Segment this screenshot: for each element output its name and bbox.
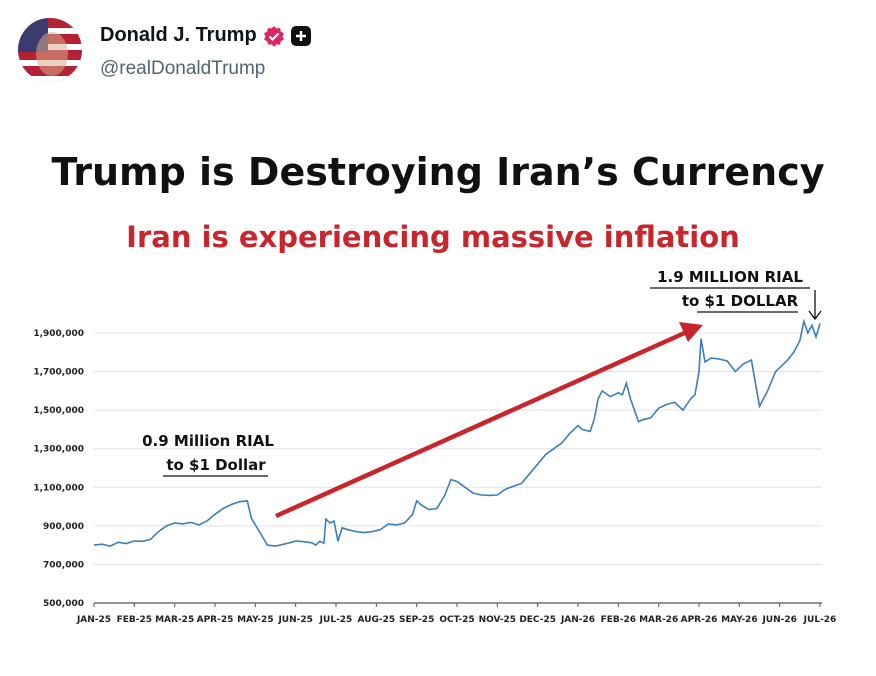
plus-icon[interactable] [290,25,311,46]
x-tick-label: SEP-25 [399,615,434,625]
avatar[interactable] [18,18,82,82]
y-tick-label: 900,000 [43,522,84,532]
x-tick-label: APR-26 [681,615,718,625]
y-tick-label: 500,000 [43,599,84,609]
chart-title: Trump is Destroying Iran’s Currency [51,150,825,194]
down-arrow-icon [808,290,822,321]
x-tick-label: FEB-25 [117,615,152,625]
trend-arrow [275,322,703,519]
annotation-right: 1.9 MILLION RIAL to $1 DOLLAR [650,268,822,321]
x-tick-label: JAN-26 [560,615,595,625]
annotation-left: 0.9 Million RIAL to $1 Dollar [142,432,274,477]
chart-subtitle: Iran is experiencing massive inflation [126,220,740,254]
x-axis: JAN-25 FEB-25 MAR-25 APR-25 MAY-25 JUN-25 JUL-… [76,603,836,625]
x-tick-label: JUN-25 [277,615,312,625]
x-tick-label: MAR-26 [639,615,678,625]
y-tick-label: 1,300,000 [33,445,84,455]
y-tick-label: 1,100,000 [33,483,84,493]
x-tick-label: OCT-25 [439,615,474,625]
x-tick-label: JUL-26 [803,615,837,625]
x-tick-label: JUN-26 [761,615,796,625]
y-tick-label: 1,500,000 [33,406,84,416]
x-tick-label: APR-25 [197,615,234,625]
y-tick-label: 1,900,000 [33,329,84,339]
x-tick-label: MAR-25 [155,615,194,625]
annotation-right-line2: to $1 DOLLAR [682,292,799,310]
x-tick-label: MAY-26 [721,615,758,625]
x-tick-label: AUG-25 [358,615,396,625]
series-line [93,318,821,547]
x-tick-label: JUL-25 [319,615,353,625]
x-tick-label: MAY-25 [237,615,274,625]
post-header: Donald J. Trump @realDonaldTrump [18,14,858,84]
handle[interactable]: @realDonaldTrump [100,58,266,79]
annotation-right-line1: 1.9 MILLION RIAL [657,268,803,286]
display-name[interactable]: Donald J. Trump [100,24,257,46]
x-tick-label: FEB-26 [601,615,636,625]
y-axis: 500,000 700,000 900,000 1,100,000 1,300,000 1… [33,329,84,609]
annotation-left-line1: 0.9 Million RIAL [142,432,274,450]
y-tick-label: 1,700,000 [33,368,84,378]
trend-arrow-head [679,322,703,342]
y-tick-label: 700,000 [43,560,84,570]
x-tick-label: NOV-25 [479,615,517,625]
verified-badge-icon [263,25,284,47]
trend-arrow-shaft [275,328,690,519]
annotation-left-line2: to $1 Dollar [166,456,266,474]
x-tick-label: JAN-25 [76,615,111,625]
x-tick-label: DEC-25 [519,615,556,625]
